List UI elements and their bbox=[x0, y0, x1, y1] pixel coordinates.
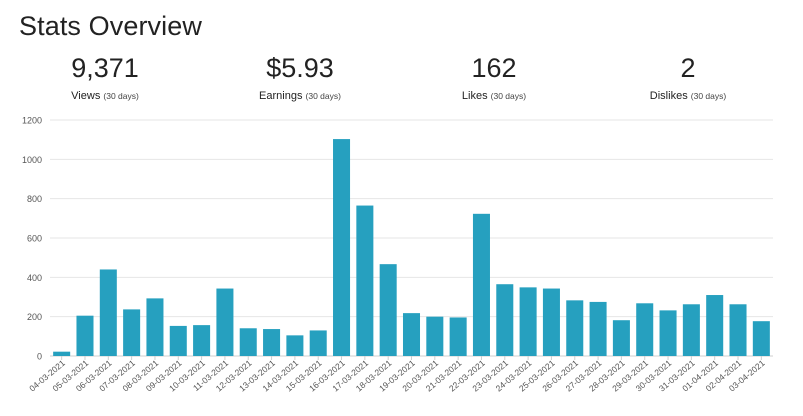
bar bbox=[659, 310, 677, 356]
stat-likes-period: (30 days) bbox=[490, 91, 527, 101]
bar bbox=[356, 205, 374, 356]
bar bbox=[729, 304, 747, 356]
bar bbox=[426, 316, 444, 356]
y-tick-label: 600 bbox=[27, 234, 42, 244]
y-tick-label: 400 bbox=[27, 273, 42, 283]
stat-dislikes-period: (30 days) bbox=[690, 91, 727, 101]
page-title: Stats Overview bbox=[19, 11, 202, 41]
stat-earnings-label: Earnings bbox=[259, 90, 303, 102]
bar bbox=[309, 330, 327, 356]
bar bbox=[99, 269, 117, 356]
bar bbox=[146, 298, 164, 356]
bar bbox=[636, 303, 654, 356]
bar bbox=[333, 139, 351, 356]
y-tick-label: 200 bbox=[27, 312, 42, 322]
bar bbox=[216, 288, 234, 356]
stat-views-value: 9,371 bbox=[71, 53, 139, 83]
stat-likes-value: 162 bbox=[471, 53, 517, 83]
stat-views: 9,371 Views (30 days) bbox=[5, 52, 205, 102]
stat-dislikes-value: 2 bbox=[680, 53, 696, 83]
bar bbox=[542, 288, 560, 356]
bar bbox=[76, 315, 94, 356]
bar bbox=[612, 320, 630, 356]
bar bbox=[566, 300, 584, 356]
bar bbox=[752, 321, 770, 356]
bar bbox=[53, 351, 71, 356]
bar bbox=[589, 301, 607, 356]
views-chart-container: 0 200 400 600 800 1000 1200 04-03-2021 05-03-202… bbox=[0, 108, 803, 411]
stat-earnings-period: (30 days) bbox=[305, 91, 341, 101]
stat-views-period: (30 days) bbox=[103, 91, 139, 101]
y-tick-label: 1200 bbox=[22, 116, 42, 126]
y-tick-label: 0 bbox=[37, 352, 42, 362]
bar bbox=[169, 325, 187, 356]
views-bar-chart: 02004006008001000120004-03-202105-03-202… bbox=[22, 116, 773, 393]
bar bbox=[239, 328, 257, 356]
bar bbox=[379, 264, 397, 356]
bar bbox=[706, 295, 724, 356]
y-tick-label: 1000 bbox=[22, 155, 42, 165]
stat-dislikes-label: Dislikes bbox=[649, 90, 688, 102]
stat-likes: 162 Likes (30 days) bbox=[394, 52, 594, 102]
bar bbox=[263, 329, 281, 356]
y-tick-label: 800 bbox=[27, 194, 42, 204]
stat-earnings-value: $5.93 bbox=[266, 53, 334, 83]
stat-likes-label: Likes bbox=[461, 90, 488, 102]
bar bbox=[472, 213, 490, 356]
stat-views-label: Views bbox=[71, 90, 101, 102]
bar bbox=[123, 309, 141, 356]
bar bbox=[496, 284, 514, 356]
bar bbox=[286, 335, 304, 356]
bar bbox=[519, 287, 537, 356]
bar bbox=[449, 317, 467, 356]
stat-dislikes: 2 Dislikes (30 days) bbox=[588, 52, 788, 102]
bar bbox=[193, 325, 211, 356]
bar bbox=[682, 304, 700, 356]
stat-earnings: $5.93 Earnings (30 days) bbox=[200, 52, 400, 102]
bar bbox=[402, 313, 421, 356]
stats-summary: 9,371 Views (30 days) $5.93 Earnings (30… bbox=[0, 0, 803, 110]
